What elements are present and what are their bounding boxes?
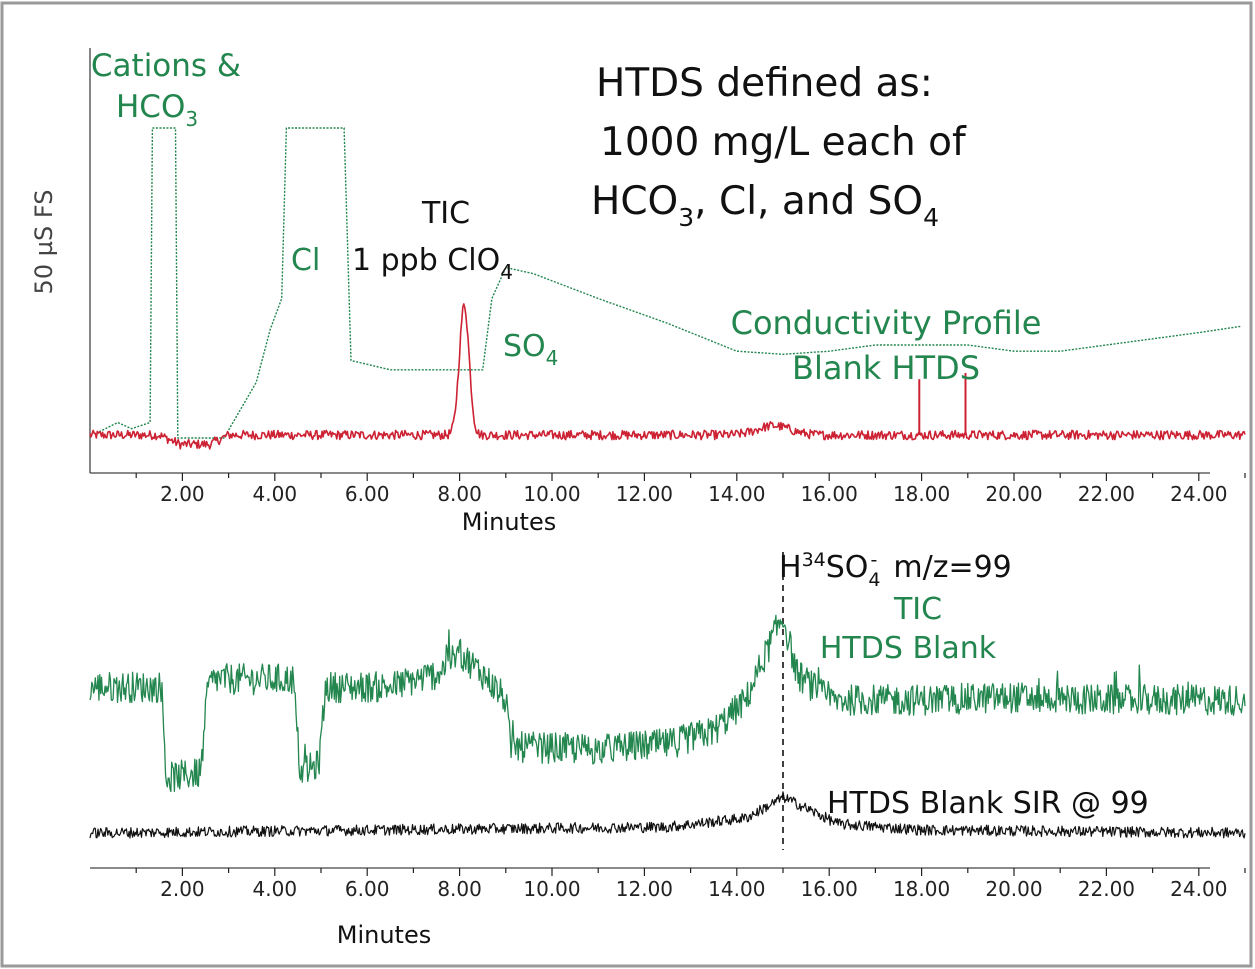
htds-so-subscript: 4: [923, 203, 939, 232]
x-tick-label: 4.00: [253, 482, 298, 506]
htds-def-line1: HTDS defined as:: [596, 61, 933, 106]
cl-label: Cl: [291, 243, 320, 278]
ion-h: H: [779, 550, 802, 585]
htds-def-line3: HCO3, Cl, and SO4: [591, 179, 939, 232]
cations-label-line1: Cations &: [91, 48, 241, 84]
top-y-axis-title: 50 µS FS: [30, 190, 58, 295]
x-tick-label: 10.00: [523, 877, 580, 901]
x-tick-label: 20.00: [985, 482, 1042, 506]
tic-htds-blank-trace: [89, 614, 1246, 793]
bottom-chart: 2.00 4.00 6.00 8.00 10.00 12.00 14.00 16.00 18.0…: [89, 549, 1246, 949]
x-tick-label: 24.00: [1170, 877, 1227, 901]
x-tick-label: 20.00: [985, 877, 1042, 901]
tic-trace-line: [89, 303, 1246, 450]
cations-hco-subscript: 3: [185, 107, 198, 131]
clo4-subscript: 4: [500, 260, 513, 284]
sir-99-trace: [89, 791, 1246, 839]
ion-mz: m/z=99: [893, 550, 1011, 585]
htds-hco-subscript: 3: [678, 203, 694, 232]
x-tick-label: 24.00: [1170, 482, 1227, 506]
x-tick-label: 12.00: [616, 877, 673, 901]
so4-subscript: 4: [546, 346, 559, 370]
bottom-x-ticks: 2.00 4.00 6.00 8.00 10.00 12.00 14.00 16.00 18.0…: [135, 868, 1246, 901]
htds-def-line2: 1000 mg/L each of: [600, 120, 967, 165]
clo4-label: 1 ppb ClO4: [352, 243, 513, 284]
x-tick-label: 22.00: [1078, 877, 1135, 901]
x-tick-label: 2.00: [160, 482, 205, 506]
top-tic-label: TIC: [421, 196, 470, 231]
cations-hco: HCO: [116, 89, 185, 125]
top-series-group: [89, 127, 1246, 450]
x-tick-label: 18.00: [893, 877, 950, 901]
so4-text: SO: [503, 329, 546, 364]
x-tick-label: 8.00: [437, 482, 482, 506]
x-tick-label: 22.00: [1078, 482, 1135, 506]
top-x-ticks: 2.00 4.00 6.00 8.00 10.00 12.00 14.00 16.00 18.0…: [135, 473, 1246, 506]
conductivity-profile-line: [98, 127, 1241, 439]
x-tick-label: 18.00: [893, 482, 950, 506]
x-tick-label: 6.00: [345, 482, 390, 506]
bottom-x-axis-title: Minutes: [337, 921, 431, 949]
bottom-tic-htds-blank-label: HTDS Blank: [820, 631, 997, 666]
htds-cl-so: , Cl, and SO: [694, 179, 923, 224]
ion-label: H34SO4- m/z=99: [779, 549, 1012, 591]
ion-superscript: 34: [802, 549, 826, 571]
top-chart: 2.00 4.00 6.00 8.00 10.00 12.00 14.00 16.00 18.0…: [30, 48, 1246, 536]
bottom-tic-label: TIC: [893, 592, 942, 627]
conductivity-label-line1: Conductivity Profile: [731, 304, 1042, 342]
x-tick-label: 2.00: [160, 877, 205, 901]
conductivity-label-line2: Blank HTDS: [792, 349, 980, 387]
x-tick-label: 16.00: [801, 482, 858, 506]
clo4-text: 1 ppb ClO: [352, 243, 500, 278]
cations-label-line2: HCO3: [116, 89, 198, 131]
x-tick-label: 8.00: [437, 877, 482, 901]
so4-label: SO4: [503, 329, 558, 370]
bottom-series-group: [89, 614, 1246, 839]
sir-label: HTDS Blank SIR @ 99: [827, 786, 1149, 821]
x-tick-label: 16.00: [801, 877, 858, 901]
x-tick-label: 10.00: [523, 482, 580, 506]
top-x-axis-title: Minutes: [462, 508, 556, 536]
x-tick-label: 12.00: [616, 482, 673, 506]
htds-hco: HCO: [591, 179, 678, 224]
x-tick-label: 14.00: [708, 877, 765, 901]
ion-charge: -: [871, 549, 878, 571]
ion-subscript: 4: [868, 569, 880, 591]
ion-so: SO: [826, 550, 869, 585]
x-tick-label: 6.00: [345, 877, 390, 901]
x-tick-label: 14.00: [708, 482, 765, 506]
x-tick-label: 4.00: [253, 877, 298, 901]
